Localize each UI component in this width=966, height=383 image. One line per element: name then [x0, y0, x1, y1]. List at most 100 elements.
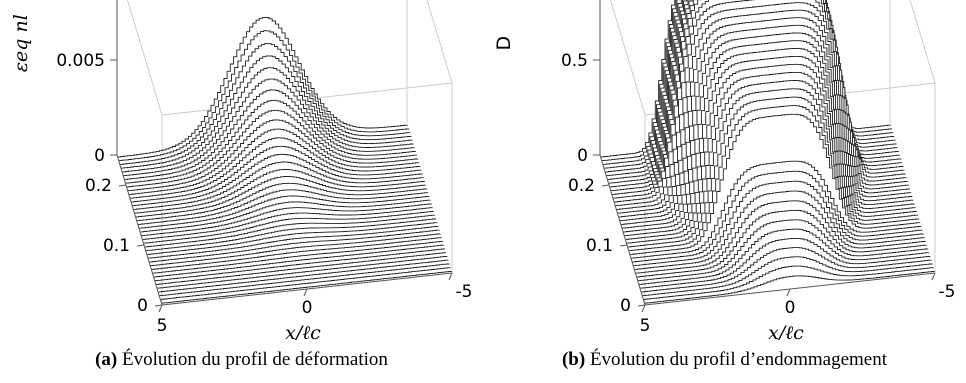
caption-b-label: (b) [561, 349, 586, 370]
profile-curve [635, 200, 926, 274]
profile-curve [129, 137, 421, 199]
profile-curve [616, 17, 907, 210]
profile-curve [136, 182, 428, 222]
profile-curve [147, 226, 439, 259]
z-axis-label: εeq nl [10, 14, 32, 72]
x-tick-mark [448, 272, 453, 281]
profile-curve [155, 252, 447, 285]
x-tick-label: 5 [157, 316, 168, 336]
profile-curve [619, 40, 911, 222]
y-tick-label: 0.1 [586, 236, 613, 256]
caption-a: (a) Évolution du profil de déformation [0, 340, 483, 380]
profile-curve [623, 63, 914, 233]
profile-curve [126, 109, 418, 188]
y-tick-mark [154, 304, 163, 307]
profile-curve [625, 80, 916, 240]
x-tick-mark [303, 288, 308, 297]
damage-profile-chart: 50-5 0 0.1 0.2 00.51 x/ℓc D [493, 0, 955, 340]
z-tick-label: 0.005 [56, 51, 105, 71]
profile-curve [621, 55, 913, 229]
x-ticks: 5 0 -5 [640, 272, 955, 336]
profile-curve [644, 271, 935, 304]
panel-b: 50-5 0 0.1 0.2 00.51 x/ℓc D [483, 0, 966, 340]
profile-curve [128, 128, 420, 195]
profile-curve [639, 237, 931, 289]
z-tick-label: 0 [577, 146, 588, 166]
caption-b-text: Évolution du profil d’endommagement [589, 349, 888, 370]
profile-curve [641, 247, 932, 293]
profile-curve [617, 24, 908, 214]
x-axis-label: x/ℓc [285, 322, 321, 340]
y-tick-label: 0 [137, 296, 148, 316]
caption-a-label: (a) [95, 349, 118, 370]
x-tick-mark [641, 304, 646, 313]
profile-curve [158, 259, 449, 293]
y-ticks: 0 0.1 0.2 [85, 176, 163, 316]
profile-curve [134, 169, 425, 214]
caption-b: (b) Évolution du profil d’endommagement [483, 340, 966, 380]
profile-curve [634, 190, 925, 270]
y-tick-label: 0.2 [85, 176, 112, 196]
y-tick-mark [619, 244, 628, 247]
profile-curve [620, 47, 912, 225]
profile-curve [633, 180, 924, 267]
z-tick-label: 0 [94, 146, 105, 166]
profile-curve [149, 229, 440, 263]
caption-a-text: Évolution du profil de déformation [121, 349, 388, 370]
x-tick-mark [786, 288, 791, 297]
y-tick-mark [637, 304, 646, 307]
profile-curve [615, 9, 906, 207]
profile-curve [156, 256, 448, 289]
profile-curve [624, 71, 915, 237]
y-tick-mark [136, 244, 145, 247]
z-ticks: 00.51 [561, 51, 600, 166]
profile-curve [141, 203, 432, 237]
profile-curve [117, 16, 409, 158]
profile-curve [137, 189, 429, 225]
x-tick-label: 5 [640, 316, 651, 336]
profile-curve [626, 88, 917, 244]
y-tick-label: 0.1 [103, 236, 130, 256]
x-tick-mark [158, 304, 163, 313]
profile-curve [643, 265, 934, 300]
y-tick-label: 0.2 [568, 176, 595, 196]
profile-curve [119, 43, 411, 165]
profile-curve [142, 207, 433, 240]
profile-curve [133, 161, 424, 210]
x-axis-label: x/ℓc [768, 322, 804, 340]
back-edge [609, 0, 646, 116]
profile-curve [123, 78, 414, 177]
profile-curve [152, 241, 443, 274]
profile-curve [140, 199, 431, 233]
profile-curve [642, 256, 933, 297]
profile-curve [637, 219, 929, 282]
profile-curve [145, 218, 437, 252]
y-tick-mark [601, 184, 610, 187]
waterfall-curves [117, 16, 452, 304]
back-edge [126, 0, 163, 116]
profile-curve [632, 170, 923, 263]
y-tick-label: 0 [620, 296, 631, 316]
profile-curve [144, 214, 436, 248]
x-tick-label: 0 [302, 298, 313, 318]
z-ticks: 00.0050.01 [56, 51, 117, 166]
profile-curve [627, 96, 919, 248]
back-edge [426, 0, 453, 84]
profile-curve [160, 267, 451, 300]
profile-curve [636, 209, 928, 278]
y-ticks: 0 0.1 0.2 [568, 176, 646, 316]
profile-curve [143, 211, 434, 244]
profile-curve [159, 263, 450, 297]
waterfall-curves [600, 0, 935, 304]
profile-curve [122, 67, 413, 173]
profile-curve [618, 32, 910, 218]
profile-curve [638, 228, 930, 285]
z-axis-label: D [493, 36, 515, 51]
y-axis-line [116, 154, 163, 306]
profile-curve [124, 89, 415, 180]
x-ticks: 5 0 -5 [157, 272, 472, 336]
profile-curve [146, 222, 438, 255]
profile-curve [125, 99, 416, 184]
